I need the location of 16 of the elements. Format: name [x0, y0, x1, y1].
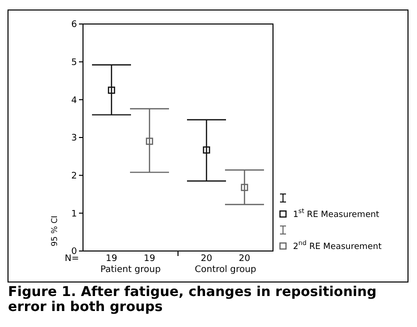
legend-label: 2$^{nd}$ RE Measurement [293, 238, 382, 252]
y-tick-label: 4 [71, 96, 78, 106]
y-tick-label: 6 [71, 20, 78, 30]
x-tick-label: Patient group [100, 265, 161, 275]
y-tick-label: 1 [71, 209, 77, 220]
text: Figure 1. After fatigue, changes in repositioning error in both groups [8, 284, 378, 315]
text: 20 [238, 254, 250, 264]
y-axis-title: 95 % CI [50, 216, 59, 246]
text: 20 [200, 254, 212, 264]
text: 19 [106, 254, 118, 264]
y-tick-label: 3 [71, 134, 77, 144]
x-tick-label: Control group [194, 265, 257, 275]
y-tick-label: 5 [71, 58, 77, 68]
y-tick-label: 2 [71, 171, 77, 182]
text: 19 [144, 254, 156, 264]
legend-label: 1$^{st}$ RE Measurement [293, 206, 380, 220]
